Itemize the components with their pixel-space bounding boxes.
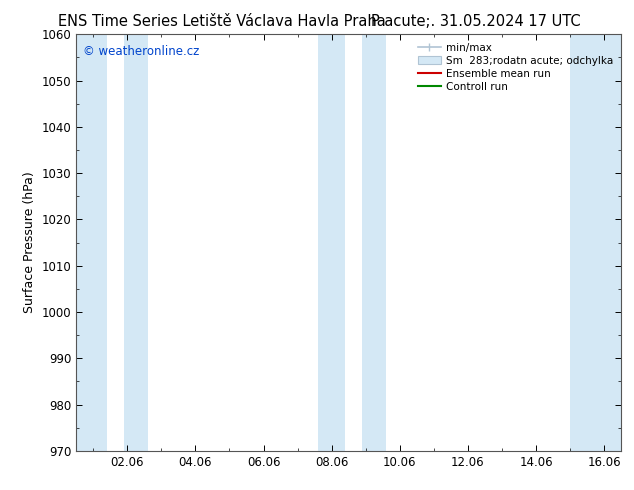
Bar: [76, 34, 107, 451]
Bar: [318, 34, 346, 451]
Text: ENS Time Series Letiště Václava Havla Praha: ENS Time Series Letiště Václava Havla Pr…: [58, 14, 385, 29]
Bar: [124, 34, 148, 451]
Legend: min/max, Sm  283;rodatn acute; odchylka, Ensemble mean run, Controll run: min/max, Sm 283;rodatn acute; odchylka, …: [415, 40, 616, 95]
Text: © weatheronline.cz: © weatheronline.cz: [82, 45, 199, 58]
Y-axis label: Surface Pressure (hPa): Surface Pressure (hPa): [23, 172, 36, 314]
Bar: [570, 34, 621, 451]
Text: P acute;. 31.05.2024 17 UTC: P acute;. 31.05.2024 17 UTC: [371, 14, 580, 29]
Bar: [362, 34, 386, 451]
